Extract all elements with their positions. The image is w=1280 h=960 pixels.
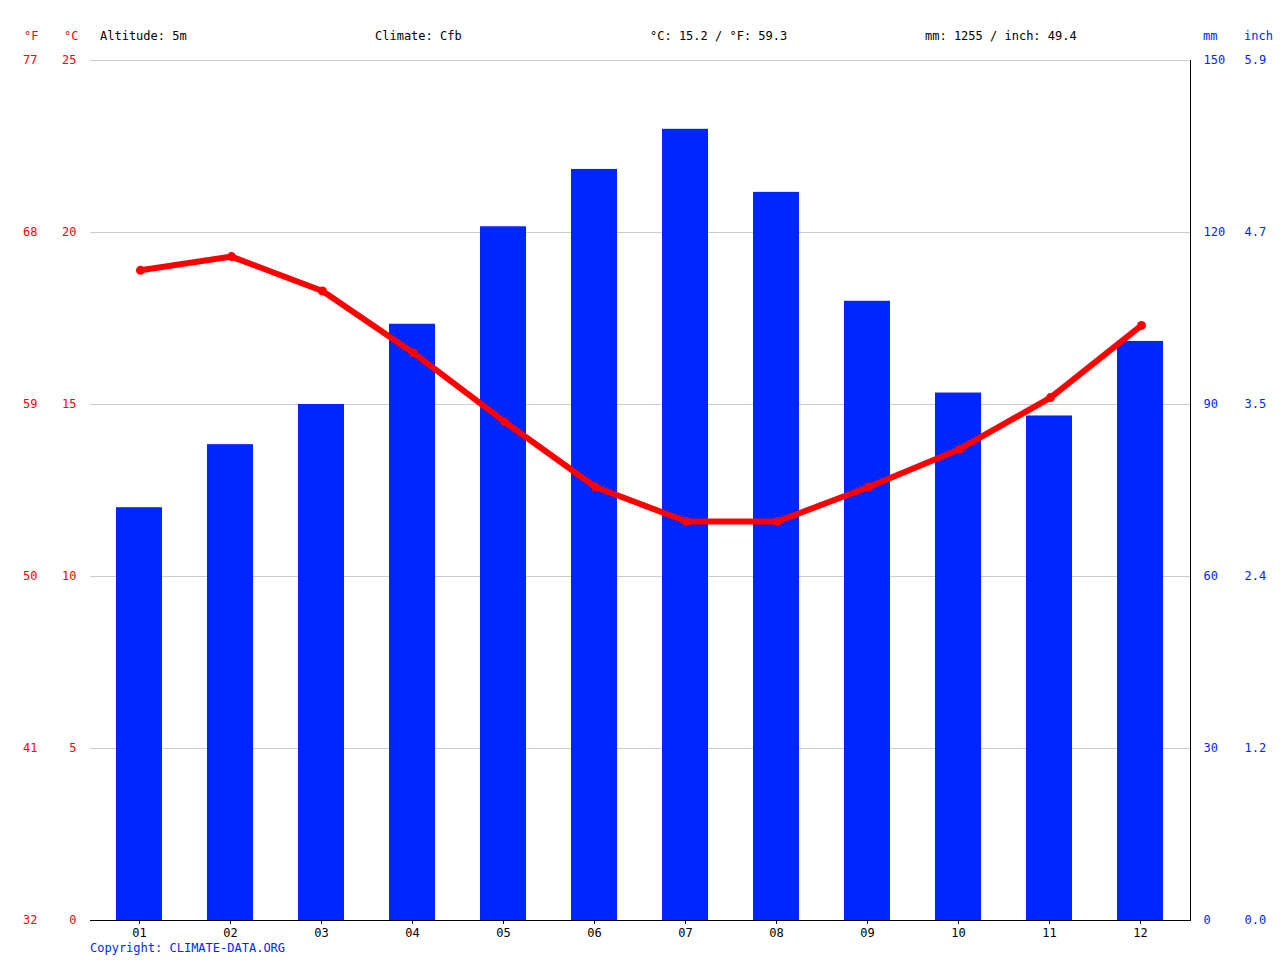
html-text:inch: inch <box>1244 29 1273 43</box>
svg-text:04: 04 <box>405 926 419 940</box>
svg-text:150: 150 <box>1204 53 1226 67</box>
svg-text:10: 10 <box>951 926 965 940</box>
svg-text:0: 0 <box>1204 913 1211 927</box>
svg-text:4.7: 4.7 <box>1245 225 1267 239</box>
svg-text:15: 15 <box>62 397 76 411</box>
svg-text:02: 02 <box>223 926 237 940</box>
svg-text:07: 07 <box>678 926 692 940</box>
svg-text:01: 01 <box>132 926 146 940</box>
svg-text:5: 5 <box>69 741 76 755</box>
svg-text:120: 120 <box>1204 225 1226 239</box>
svg-text:09: 09 <box>860 926 874 940</box>
svg-text:30: 30 <box>1204 741 1218 755</box>
html-text:°C: °C <box>64 29 79 43</box>
html-text:mm: mm <box>1203 29 1218 43</box>
svg-text:2.4: 2.4 <box>1245 569 1267 583</box>
svg-text:77: 77 <box>23 53 37 67</box>
svg-text:20: 20 <box>62 225 76 239</box>
html-text:Altitude: 5m: Altitude: 5m <box>100 29 187 43</box>
svg-text:0: 0 <box>69 913 76 927</box>
svg-text:32: 32 <box>23 913 37 927</box>
svg-text:50: 50 <box>23 569 37 583</box>
svg-text:41: 41 <box>23 741 37 755</box>
html-text:mm: 1255 / inch: 49.4: mm: 1255 / inch: 49.4 <box>925 29 1077 43</box>
svg-text:5.9: 5.9 <box>1245 53 1267 67</box>
svg-text:08: 08 <box>769 926 783 940</box>
svg-text:90: 90 <box>1204 397 1218 411</box>
html-text:°F: °F <box>24 29 39 43</box>
svg-text:0.0: 0.0 <box>1245 913 1267 927</box>
svg-text:05: 05 <box>496 926 510 940</box>
svg-text:3.5: 3.5 <box>1245 397 1267 411</box>
svg-text:12: 12 <box>1133 926 1147 940</box>
html-text:°C: 15.2 / °F: 59.3: °C: 15.2 / °F: 59.3 <box>650 29 788 43</box>
svg-text:60: 60 <box>1204 569 1218 583</box>
svg-text:25: 25 <box>62 53 76 67</box>
html-text:Climate: Cfb: Climate: Cfb <box>375 29 462 43</box>
svg-text:59: 59 <box>23 397 37 411</box>
svg-text:03: 03 <box>314 926 328 940</box>
svg-text:1.2: 1.2 <box>1245 741 1267 755</box>
svg-text:06: 06 <box>587 926 601 940</box>
svg-text:11: 11 <box>1042 926 1056 940</box>
svg-text:68: 68 <box>23 225 37 239</box>
html-text:Copyright: CLIMATE-DATA.ORG: Copyright: CLIMATE-DATA.ORG <box>90 941 286 955</box>
svg-text:10: 10 <box>62 569 76 583</box>
